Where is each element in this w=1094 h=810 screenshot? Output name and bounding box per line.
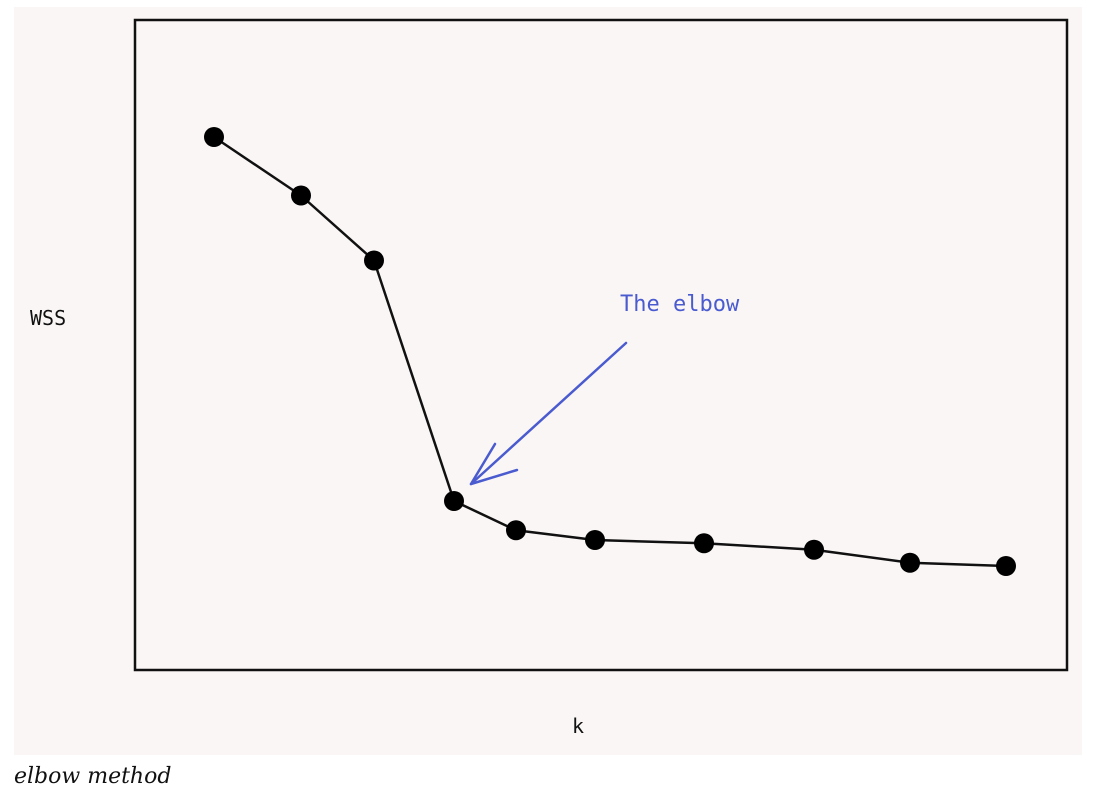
annotation-arrow [469,341,628,486]
series-layer [204,127,1016,576]
annotation-label: The elbow [620,292,740,317]
plot-frame [133,18,1069,672]
data-point-k7 [694,533,714,554]
data-point-k4 [444,491,464,511]
elbow-chart: WSS k The elbow [30,18,1069,738]
annotation-arrow-head [469,442,519,486]
data-point-k1 [204,127,224,147]
annotation-layer: The elbow [469,292,740,486]
series-line [213,135,1007,568]
chart-figure: WSS k The elbow [14,7,1082,755]
figure-caption: elbow method [14,764,172,789]
data-point-k9 [900,552,920,573]
data-point-k2 [291,185,311,206]
data-point-k3 [364,250,384,271]
data-point-k10 [996,556,1016,576]
y-axis-label: WSS [30,306,66,330]
data-point-k6 [585,530,605,550]
x-axis-label: k [572,714,584,738]
data-point-k5 [506,520,526,541]
data-point-k8 [804,539,824,560]
